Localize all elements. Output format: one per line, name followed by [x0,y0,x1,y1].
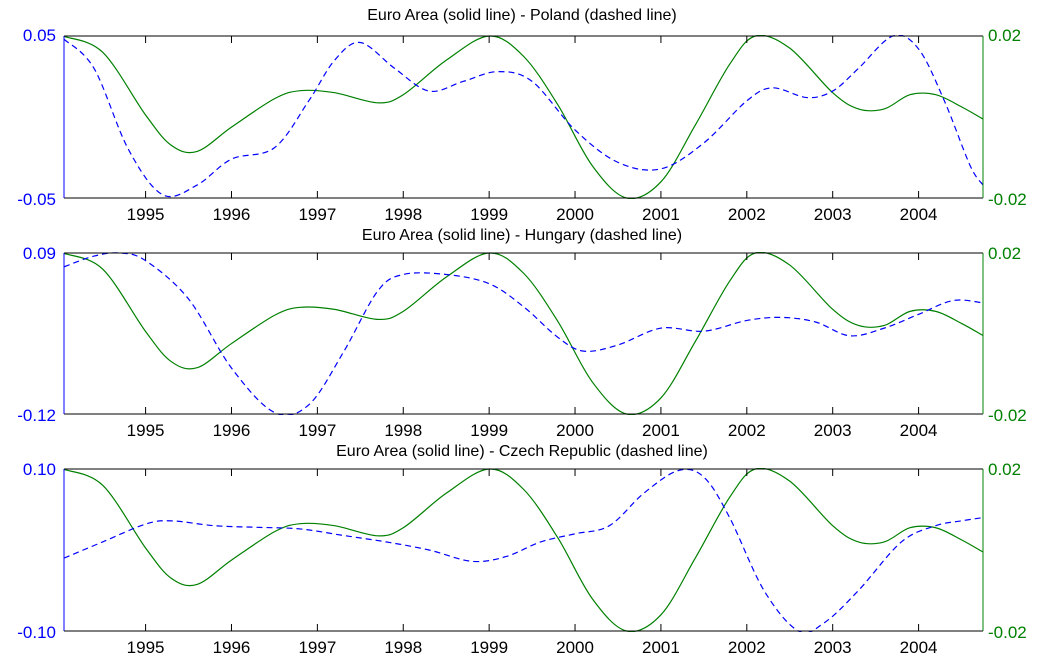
dashed-series-line [64,35,983,198]
x-tick-label: 1996 [213,638,251,657]
x-tick-label: 1998 [384,638,422,657]
x-tick-label: 2004 [900,421,938,440]
x-tick-label: 2000 [556,421,594,440]
x-tick-label: 1999 [470,205,508,224]
right-y-max-label: 0.02 [988,244,1021,263]
right-y-min-label: -0.02 [988,623,1027,642]
x-tick-label: 1997 [298,638,336,657]
panel-title: Euro Area (solid line) - Hungary (dashed… [362,227,682,244]
x-tick-label: 1997 [298,205,336,224]
right-y-max-label: 0.02 [988,460,1021,479]
x-tick-label: 2001 [642,205,680,224]
x-tick-label: 2002 [728,638,766,657]
x-tick-label: 2002 [728,421,766,440]
x-tick-label: 1996 [213,421,251,440]
left-y-min-label: -0.12 [17,406,56,425]
dashed-series-line [64,468,983,632]
solid-series-line [64,468,983,632]
left-y-min-label: -0.10 [17,623,56,642]
x-tick-label: 2004 [900,205,938,224]
x-tick-label: 2004 [900,638,938,657]
x-tick-label: 1995 [127,205,165,224]
dashed-series-line [64,252,983,415]
panel-title: Euro Area (solid line) - Czech Republic … [336,443,708,460]
panel-hungary: Euro Area (solid line) - Hungary (dashed… [17,227,1027,440]
x-tick-label: 2003 [814,205,852,224]
x-tick-label: 2001 [642,638,680,657]
panel-poland: Euro Area (solid line) - Poland (dashed … [17,7,1027,224]
right-y-min-label: -0.02 [988,190,1027,209]
x-tick-label: 1999 [470,421,508,440]
x-tick-label: 1997 [298,421,336,440]
panel-czech-republic: Euro Area (solid line) - Czech Republic … [17,443,1027,657]
x-tick-label: 1998 [384,421,422,440]
x-tick-label: 2003 [814,638,852,657]
x-tick-label: 1999 [470,638,508,657]
right-y-max-label: 0.02 [988,26,1021,45]
x-tick-label: 2001 [642,421,680,440]
x-tick-label: 1998 [384,205,422,224]
x-tick-label: 2000 [556,638,594,657]
left-y-max-label: 0.09 [23,244,56,263]
x-tick-label: 2002 [728,205,766,224]
x-tick-label: 1995 [127,638,165,657]
right-y-min-label: -0.02 [988,406,1027,425]
solid-series-line [64,35,983,199]
x-tick-label: 2003 [814,421,852,440]
left-y-max-label: 0.10 [23,460,56,479]
panel-title: Euro Area (solid line) - Poland (dashed … [367,7,677,24]
x-tick-label: 1995 [127,421,165,440]
solid-series-line [64,252,983,415]
x-tick-label: 1996 [213,205,251,224]
left-y-max-label: 0.05 [23,26,56,45]
x-tick-label: 2000 [556,205,594,224]
left-y-min-label: -0.05 [17,190,56,209]
